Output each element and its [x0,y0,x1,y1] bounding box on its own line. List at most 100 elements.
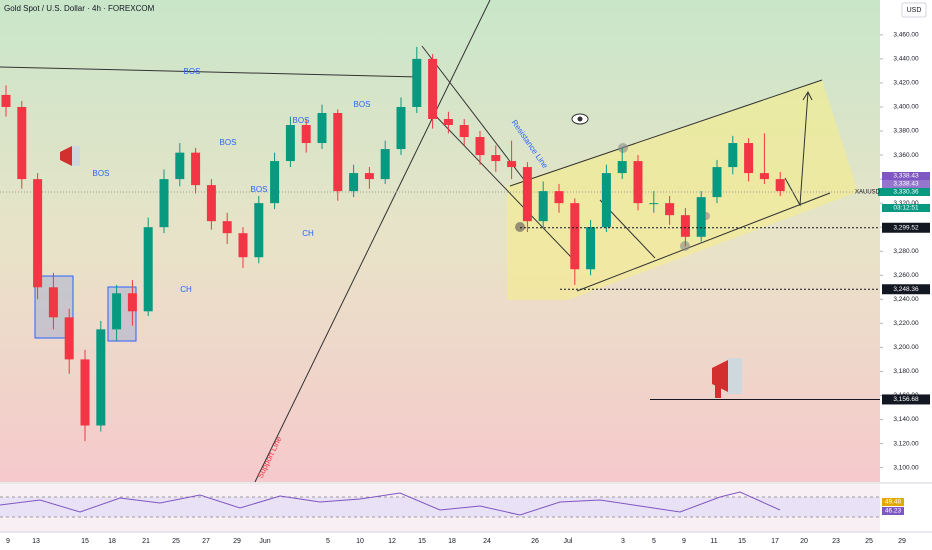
annotation: CH [302,229,314,238]
level-tag [882,394,930,405]
candle-body [775,179,785,192]
channel-bottom [576,192,831,292]
rsi-label: 49.48 [885,499,902,506]
candle-body [570,203,580,270]
x-tick-label: 18 [108,538,116,545]
x-tick-label: 15 [738,538,746,545]
rsi-line [0,491,781,516]
price-pane [0,0,880,482]
candle-body [412,58,422,107]
candle-body [428,58,438,119]
rsi-tag [882,507,904,515]
marker [618,143,628,153]
candle-body [17,106,27,180]
candle-body [633,161,643,204]
candle-body [665,203,675,216]
candle-body [222,221,232,234]
annotation: BOS [93,169,110,178]
candle-body [80,359,90,426]
annotation: BOS [220,138,237,147]
candle-body [349,173,359,192]
annotation: CH [180,285,192,294]
x-tick-label: 5 [652,538,656,545]
candle-body [459,125,469,138]
support-line [254,0,491,483]
annotation: BOS [251,185,268,194]
channel-top [509,79,823,187]
price-tag [882,188,930,196]
countdown: 03:12:51 [893,205,919,212]
candle-body [728,143,738,168]
y-tick-label: 3,400.00 [893,104,919,111]
level-label: 3,299.52 [893,224,919,231]
candle-body [48,287,58,318]
countdown-tag [882,204,930,212]
x-tick-label: 26 [531,538,539,545]
x-tick-label: 21 [142,538,150,545]
candle-body [491,155,501,162]
annotation: BOS [354,100,371,109]
candle-body [443,118,453,126]
y-tick-label: 3,280.00 [893,248,919,255]
x-tick-label: 18 [448,538,456,545]
x-tick-label: 11 [710,538,717,545]
x-tick-label: 23 [832,538,840,545]
candle-body [696,197,706,237]
y-tick-label: 3,380.00 [893,128,919,135]
candle-body [285,125,295,162]
y-tick-label: 3,100.00 [893,464,919,471]
level-tag [882,284,930,295]
candle-body [127,293,137,312]
level-tag [882,222,930,233]
level-label: 3,156.68 [893,396,919,403]
rsi-tag [882,498,904,506]
candle-body [254,203,264,258]
candle-body [617,161,627,174]
marker [515,222,525,232]
candle-body [380,149,390,180]
x-tick-label: 13 [32,538,40,545]
x-tick-label: 3 [621,538,625,545]
candle-body [649,203,659,205]
trend-line [429,109,573,259]
price-tag-label: 3,330.36 [893,189,919,196]
symbol-label: XAUUSD [855,190,881,196]
price-tag [882,172,930,180]
currency: USD [907,7,922,14]
candle-body [396,106,406,150]
price-tag [882,180,930,188]
x-tick-label: 25 [172,538,180,545]
candle-body [33,179,43,288]
x-tick-label: Jun [259,538,270,545]
candle-body [744,143,754,174]
y-tick-label: 3,200.00 [893,344,919,351]
candle-body [586,227,596,270]
candle-body [175,152,185,180]
candle-body [475,137,485,156]
level-label: 3,248.36 [893,286,919,293]
candle-body [206,185,216,222]
y-tick-label: 3,420.00 [893,80,919,87]
y-tick-label: 3,220.00 [893,320,919,327]
annotation: BOS [184,67,201,76]
candle-body [96,329,106,426]
x-tick-label: 29 [233,538,241,545]
x-tick-label: 17 [771,538,779,545]
x-tick-label: 20 [800,538,808,545]
arrowhead [802,90,813,101]
candle-body [64,317,74,360]
candle-body [507,161,517,168]
price-tag-label: 3,338.43 [893,181,919,188]
candle-body [270,161,280,204]
y-tick-label: 3,260.00 [893,272,919,279]
y-tick-label: 3,140.00 [893,416,919,423]
megaphone-icon [712,358,742,398]
candle-body [364,173,374,180]
candle-body [143,227,153,312]
symbol-tag [878,188,882,196]
y-tick-label: 3,440.00 [893,56,919,63]
candle-body [538,191,548,222]
x-tick-label: 15 [418,538,426,545]
candle-body [759,173,769,180]
